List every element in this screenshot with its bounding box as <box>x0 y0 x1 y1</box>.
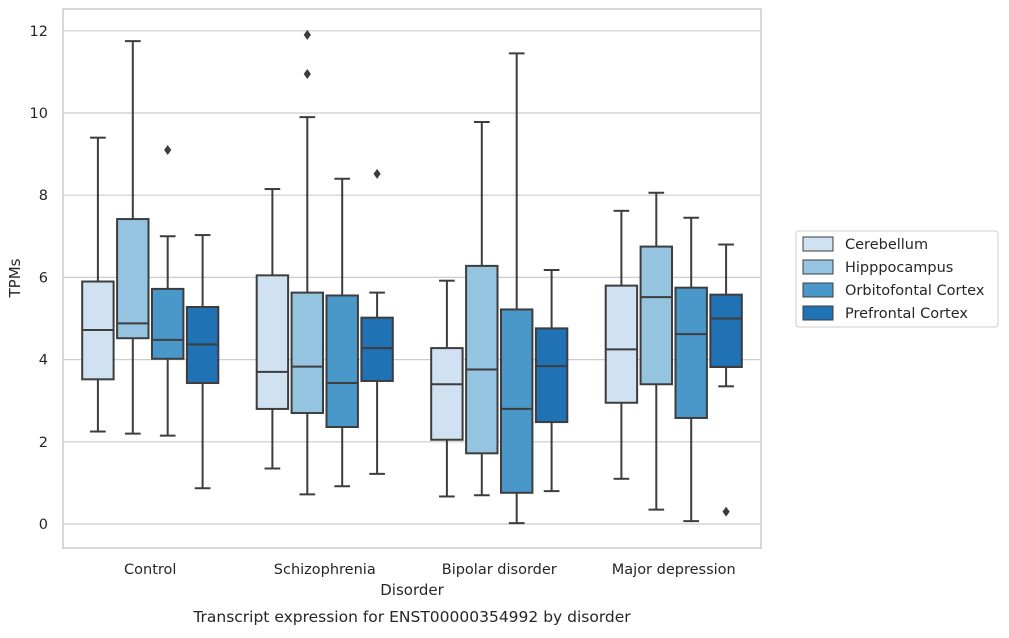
box-iqr <box>290 291 325 415</box>
legend-label: Hipppocampus <box>845 260 953 276</box>
outlier-point <box>303 29 311 40</box>
y-tick-label: 10 <box>30 106 48 122</box>
box-3-3 <box>709 243 743 517</box>
legend-swatch <box>802 305 834 321</box>
box-iqr <box>325 294 359 429</box>
y-axis-label: TPMs <box>6 258 24 298</box>
box-0-2 <box>430 279 464 498</box>
outlier-point <box>303 68 311 79</box>
box-iqr <box>150 287 185 360</box>
legend-swatch <box>802 236 834 252</box>
legend-frame <box>795 230 999 328</box>
boxes-layer <box>81 29 743 525</box>
chart-caption: Transcript expression for ENST0000035499… <box>192 608 631 626</box>
y-tick-label: 6 <box>39 270 48 286</box>
box-iqr <box>465 264 499 455</box>
plot-frame <box>62 8 762 549</box>
outlier-point <box>722 506 730 517</box>
box-1-0 <box>116 40 150 435</box>
legend-swatch <box>802 259 834 275</box>
box-3-1 <box>360 168 394 475</box>
box-iqr <box>499 308 534 494</box>
box-1-2 <box>465 121 499 497</box>
x-tick-label: Major depression <box>612 562 736 578</box>
box-iqr <box>116 218 150 340</box>
y-tick-label: 4 <box>39 353 48 369</box>
legend-label: Prefrontal Cortex <box>845 306 968 322</box>
box-iqr <box>639 245 674 386</box>
y-tick-label: 8 <box>39 188 48 204</box>
legend-label: Orbitofontal Cortex <box>845 283 985 299</box>
box-2-2 <box>499 52 534 525</box>
y-tick-label: 12 <box>30 24 48 40</box>
x-axis-label: Disorder <box>380 581 444 599</box>
legend-items: Cerebellum Hipppocampus Orbitofontal Corte… <box>802 236 985 322</box>
box-3-0 <box>185 234 220 490</box>
outlier-point <box>373 168 381 179</box>
outlier-point <box>164 144 172 155</box>
box-iqr <box>604 284 639 404</box>
y-tick-label: 2 <box>39 435 48 451</box>
box-iqr <box>534 327 569 424</box>
y-tick-label: 0 <box>39 517 48 533</box>
box-0-0 <box>81 136 115 433</box>
box-3-2 <box>534 269 569 493</box>
box-2-1 <box>325 177 359 488</box>
x-tick-label: Schizophrenia <box>274 562 376 578</box>
legend-label: Cerebellum <box>845 237 928 253</box>
y-tick-labels: 0 2 4 6 8 10 12 <box>30 24 48 533</box>
box-1-1 <box>290 29 325 496</box>
box-iqr <box>709 293 743 368</box>
box-1-3 <box>639 191 674 511</box>
x-tick-label: Control <box>124 562 176 578</box>
x-tick-label: Bipolar disorder <box>442 562 557 578</box>
box-0-1 <box>255 188 290 470</box>
box-iqr <box>674 286 708 419</box>
box-2-3 <box>674 216 708 523</box>
box-0-3 <box>604 209 639 480</box>
x-tick-labels: Control Schizophrenia Bipolar disorder Majo… <box>124 562 736 578</box>
box-iqr <box>255 274 290 410</box>
box-2-0 <box>150 144 185 437</box>
legend: Cerebellum Hipppocampus Orbitofontal Corte… <box>795 230 999 328</box>
box-iqr <box>360 316 394 382</box>
legend-swatch <box>802 282 834 298</box>
box-iqr <box>430 347 464 441</box>
